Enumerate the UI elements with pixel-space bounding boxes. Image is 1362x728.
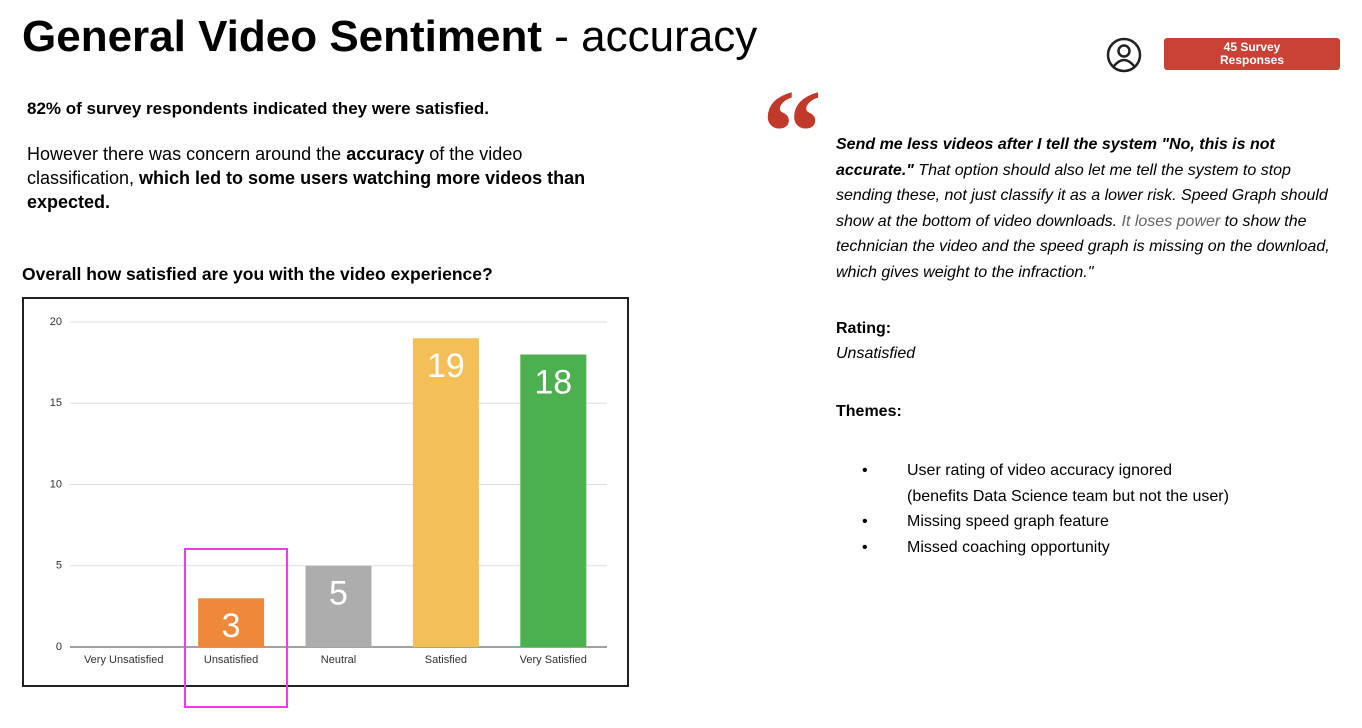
theme-item: Missed coaching opportunity [862,535,1229,561]
quote-run: It loses power [1121,212,1221,230]
theme-line: User rating of video accuracy ignored [907,462,1173,479]
text-run: However there was concern around the [27,144,347,164]
theme-item: Missing speed graph feature [862,509,1229,535]
theme-item: User rating of video accuracy ignored (be… [862,458,1229,509]
chart-title: Overall how satisfied are you with the v… [22,264,493,284]
value-label: 5 [329,575,348,613]
text-run: of the video classification, [27,144,523,188]
x-tick-label: Very Satisfied [520,654,587,666]
y-tick-label: 5 [56,560,62,572]
bar [305,565,372,647]
title: General Video Sentiment - accuracy [22,12,757,62]
x-tick-label: Unsatisfied [204,654,258,666]
bar [520,354,587,647]
y-tick-label: 10 [50,478,62,490]
quote-run: to show the technician the video and the… [836,212,1330,281]
y-tick-label: 0 [56,641,62,653]
highlight-box [184,548,288,708]
user-icon[interactable] [1106,37,1142,73]
theme-line: Missing speed graph feature [907,513,1109,530]
bar [198,598,265,647]
value-label: 19 [427,347,465,385]
x-tick-label: Neutral [321,654,356,666]
bar [412,338,479,647]
rating-label: Rating: [836,320,892,337]
chart: 0 5 10 15 20 Very Unsatisfied 3 Unsatisfied 5 Neu… [22,297,629,687]
y-tick-label: 20 [50,316,62,328]
text-run: which led to some users watching more vi… [27,168,586,212]
themes-label: Themes: [836,403,902,420]
y-tick-label: 15 [50,397,62,409]
summary-paragraph: However there was concern around the acc… [27,142,617,214]
x-tick-label: Very Unsatisfied [84,654,163,666]
value-label: 3 [222,607,241,645]
rating-value: Unsatisfied [836,345,916,362]
headline: 82% of survey respondents indicated they… [27,99,489,118]
value-label: 18 [534,363,572,401]
quote-run: That option should also let me tell the … [836,161,1328,230]
x-tick-label: Satisfied [425,654,467,666]
quote-mark: “ [762,65,822,198]
text-run: accuracy [346,144,425,164]
title-bold: General Video Sentiment [22,12,543,61]
responses-badge[interactable]: 45 Survey Responses [1164,38,1340,70]
quote-text: Send me less videos after I tell the sys… [836,132,1341,285]
quote-run: Send me less videos after I tell the sys… [836,136,1275,179]
themes-list: User rating of video accuracy ignored (be… [862,458,1229,560]
title-rest: - accuracy [554,12,758,61]
theme-line: (benefits Data Science team but not the … [907,487,1229,505]
theme-line: Missed coaching opportunity [907,538,1110,556]
